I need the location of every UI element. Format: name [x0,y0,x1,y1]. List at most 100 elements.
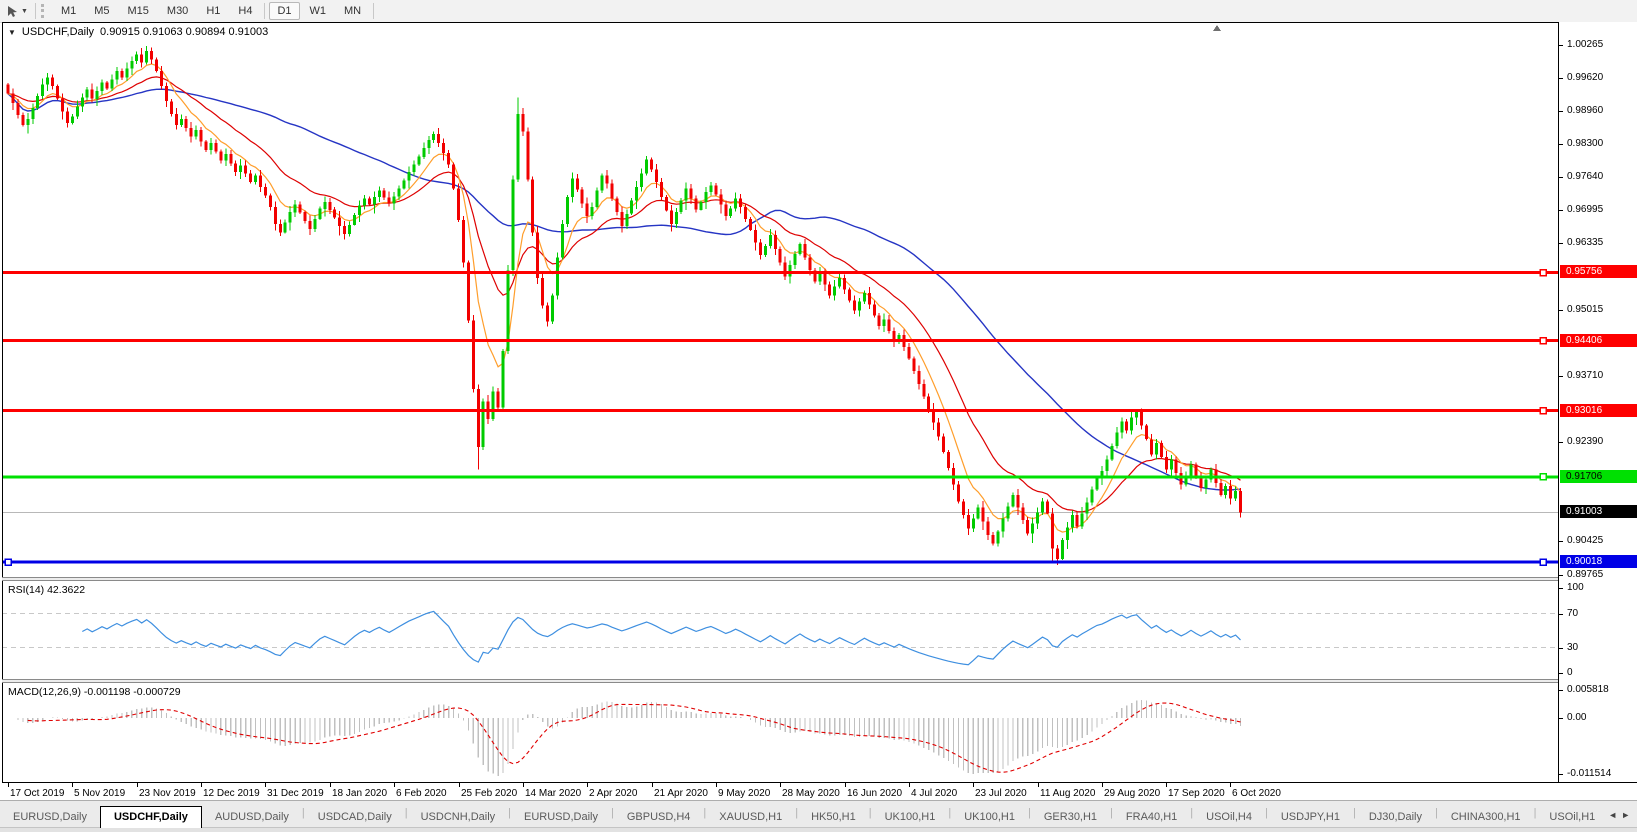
chart-tab-audusd-daily[interactable]: AUDUSD,Daily [214,811,289,823]
rsi-indicator-pane[interactable] [2,581,1558,679]
axis-tick-label: 100 [1567,582,1584,593]
date-tick-mark [330,783,331,787]
tab-separator: | [1435,807,1438,819]
tab-scroll-right-icon[interactable]: ► [1621,809,1635,820]
main-chart-pane[interactable] [2,22,1558,577]
axis-tick-mark [1559,177,1563,179]
axis-tick-mark [1559,689,1563,691]
date-tick-label: 25 Feb 2020 [461,788,518,799]
date-tick-label: 16 Jun 2020 [847,788,903,799]
horizontal-level-line[interactable] [2,558,1558,566]
chart-left-border [2,22,3,782]
timeframe-button-m1[interactable]: M1 [60,5,77,17]
tab-separator: | [301,807,305,819]
chart-tab-fra40-h1[interactable]: FRA40,H1 [1125,811,1178,823]
collapse-arrow-icon[interactable]: ▼ [8,27,16,37]
timeframe-button-m30[interactable]: M30 [166,5,189,17]
chart-tab-usoil-h1[interactable]: USOil,H1 [1549,811,1596,823]
axis-tick-label: 0.96335 [1567,237,1604,249]
price-axis[interactable]: 1.00265 0.99620 0.98960 0.98300 0.97640 0.969… [1558,22,1637,782]
date-tick-label: 31 Dec 2019 [267,788,324,799]
pane-splitter-rsi[interactable] [2,577,1558,581]
timeframe-button-d1[interactable]: D1 [269,2,300,20]
horizontal-level-line[interactable] [2,473,1558,481]
horizontal-level-line[interactable] [2,406,1558,415]
chart-tab-usdjpy-h1[interactable]: USDJPY,H1 [1280,811,1340,823]
axis-tick-mark [1559,718,1563,719]
chart-title: ▼ USDCHF,Daily 0.90915 0.91063 0.90894 0… [8,26,268,38]
chart-tab-uk100-h1[interactable]: UK100,H1 [964,811,1015,823]
horizontal-level-line[interactable] [2,336,1558,345]
chart-tab-usdchf-daily[interactable]: USDCHF,Daily [99,806,202,828]
axis-tick-label: 0.95015 [1567,303,1604,315]
axis-tick-mark [1559,647,1563,649]
horizontal-level-line[interactable] [2,268,1558,277]
chart-tab-bar: EURUSD,Daily USDCHF,Daily AUDUSD,Daily | USD… [0,800,1637,828]
tab-scroll-left-icon[interactable]: ◄ [1608,809,1622,820]
date-tick-label: 6 Feb 2020 [396,788,447,799]
timeframe-button-h1[interactable]: H1 [206,5,221,17]
chart-tab-china300-h1[interactable]: CHINA300,H1 [1450,811,1521,823]
date-tick-mark [137,783,138,787]
date-tick-mark [973,783,974,787]
tab-separator: | [1352,807,1356,819]
tab-separator: | [508,807,512,819]
ma-fast-line [7,63,1241,533]
date-tick-mark [523,783,524,787]
toolbar-grip[interactable] [40,4,47,18]
pane-splitter-macd[interactable] [2,679,1558,683]
chart-shift-marker-icon[interactable] [1213,25,1221,31]
date-tick-mark [1102,783,1103,787]
date-tick-label: 4 Jul 2020 [911,788,958,799]
date-tick-mark [1230,783,1231,787]
level-price-badge: 0.91706 [1560,469,1637,483]
date-tick-mark [394,783,395,787]
date-tick-label: 12 Dec 2019 [203,788,260,799]
timeframe-button-w1[interactable]: W1 [309,5,327,17]
chart-tab-usoil-h4[interactable]: USOil,H4 [1206,811,1252,823]
axis-tick-label: 0.93710 [1567,369,1604,381]
cursor-tool-dropdown-icon[interactable]: ▼ [21,7,28,15]
timeframe-button-mn[interactable]: MN [344,5,362,17]
axis-tick-label: 0.99620 [1567,71,1604,83]
chart-tab-eurusd-daily[interactable]: EURUSD,Daily [13,811,87,823]
chart-tab-usdcnh-daily[interactable]: USDCNH,Daily [420,811,496,823]
tab-separator: | [795,807,799,819]
axis-tick-mark [1559,574,1563,576]
rsi-line [82,610,1241,666]
axis-tick-label: 0.92390 [1567,436,1604,448]
date-tick-label: 11 Aug 2020 [1040,788,1096,799]
chart-tab-usdcad-daily[interactable]: USDCAD,Daily [317,811,392,823]
blue-line-anchor[interactable] [4,558,12,566]
date-tick-mark [1166,783,1167,787]
chart-tab-dj30-daily[interactable]: DJ30,Daily [1368,811,1422,823]
axis-tick-label: 30 [1567,641,1579,653]
status-strip [0,827,1637,832]
axis-tick-mark [1559,588,1563,589]
chart-tab-hk50-h1[interactable]: HK50,H1 [811,811,856,823]
timeframe-button-m5[interactable]: M5 [94,5,110,17]
macd-indicator-pane[interactable] [2,683,1558,782]
timeframe-button-m15[interactable]: M15 [127,5,149,17]
chart-tab-ger30-h1[interactable]: GER30,H1 [1043,811,1098,823]
date-tick-label: 9 May 2020 [718,788,771,799]
axis-tick-mark [1559,541,1563,543]
macd-label: MACD(12,26,9) -0.001198 -0.000729 [8,686,181,698]
tab-separator: | [1190,807,1194,819]
date-tick-mark [459,783,460,787]
macd-signal-line [27,702,1241,773]
axis-tick-label: 0.98300 [1567,138,1604,150]
candlesticks [6,46,1242,565]
chart-tab-uk100-h1[interactable]: UK100,H1 [884,811,936,823]
axis-tick-mark [1559,442,1563,444]
chart-tab-xauusd-h1[interactable]: XAUUSD,H1 [719,811,783,823]
cursor-tool-icon[interactable] [4,3,20,19]
chart-tab-eurusd-daily[interactable]: EURUSD,Daily [524,811,598,823]
date-axis[interactable]: 17 Oct 2019 5 Nov 2019 23 Nov 2019 12 Dec 2… [2,783,1558,800]
timeframe-button-h4[interactable]: H4 [238,5,253,17]
date-tick-label: 17 Sep 2020 [1168,788,1225,799]
chart-tab-gbpusd-h4[interactable]: GBPUSD,H4 [626,811,691,823]
date-tick-mark [716,783,717,787]
tab-separator: | [1110,807,1113,819]
